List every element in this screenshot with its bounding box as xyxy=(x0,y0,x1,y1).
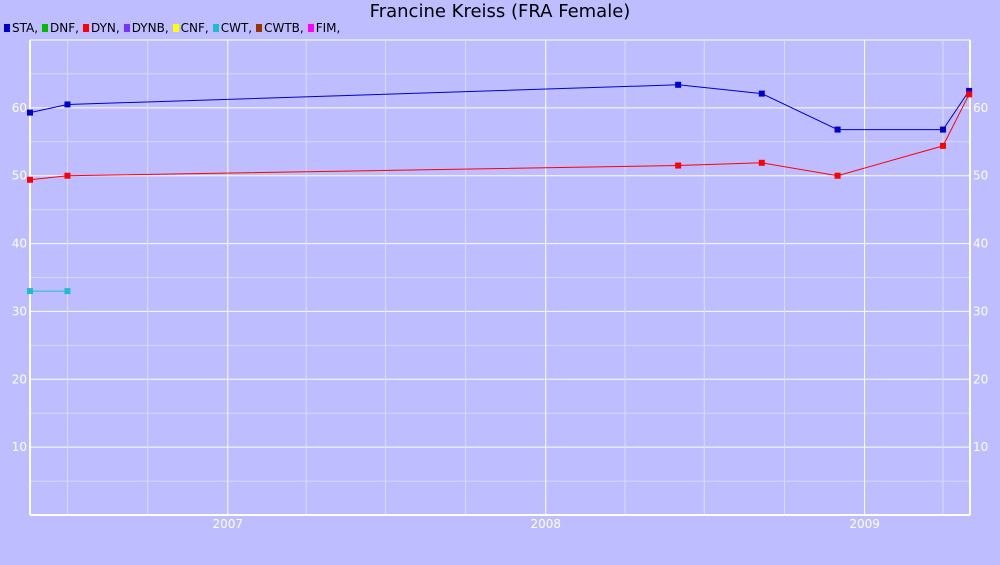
y-tick-label-left: 30 xyxy=(12,304,27,318)
y-tick-label-left: 40 xyxy=(12,237,27,251)
data-point-dyn xyxy=(966,91,973,98)
legend-item: CWT, xyxy=(212,20,253,36)
legend-item: CNF, xyxy=(172,20,209,36)
y-tick-label-left: 10 xyxy=(12,440,27,454)
legend-label: CNF, xyxy=(180,21,209,35)
chart-title: Francine Kreiss (FRA Female) xyxy=(369,1,631,22)
data-point-cwt xyxy=(27,288,33,295)
legend-swatch xyxy=(212,24,219,32)
data-point-dyn xyxy=(64,172,71,179)
legend-swatch xyxy=(82,24,89,32)
data-point-cwt xyxy=(64,288,71,295)
x-tick-label: 2008 xyxy=(530,517,561,531)
y-tick-label-right: 40 xyxy=(973,237,988,251)
data-point-dyn xyxy=(939,142,946,149)
legend-label: CWTB, xyxy=(264,21,304,35)
data-point-dyn xyxy=(834,172,841,179)
legend: STA, DNF, DYN, DYNB, CNF, CWT, CWTB, FIM, xyxy=(4,20,344,36)
legend-item: DYN, xyxy=(82,20,120,36)
x-tick-label: 2009 xyxy=(849,517,880,531)
legend-item: DYNB, xyxy=(123,20,169,36)
data-point-dyn xyxy=(27,176,33,183)
y-tick-label-right: 20 xyxy=(973,372,988,386)
legend-label: STA, xyxy=(12,21,39,35)
y-tick-label-right: 50 xyxy=(973,169,988,183)
data-point-dyn xyxy=(758,159,765,166)
data-point-sta xyxy=(675,81,682,88)
legend-label: CWT, xyxy=(220,21,253,35)
data-point-sta xyxy=(834,126,841,133)
legend-swatch xyxy=(42,24,49,32)
data-point-sta xyxy=(758,90,765,97)
data-point-sta xyxy=(27,109,33,116)
x-tick-label: 2007 xyxy=(212,517,243,531)
legend-swatch xyxy=(123,24,130,32)
legend-swatch xyxy=(172,24,179,32)
series-line-dyn xyxy=(29,94,970,181)
y-tick-label-left: 20 xyxy=(12,372,27,386)
legend-swatch xyxy=(4,24,10,32)
data-point-sta xyxy=(64,101,71,108)
y-tick-label-right: 60 xyxy=(973,101,988,115)
legend-label: DYN, xyxy=(90,21,120,35)
y-tick-label-left: 50 xyxy=(12,169,27,183)
data-point-sta xyxy=(939,126,946,133)
legend-swatch xyxy=(307,24,314,32)
data-point-dyn xyxy=(675,162,682,169)
legend-item: FIM, xyxy=(307,20,341,36)
legend-label: FIM, xyxy=(315,21,341,35)
y-tick-label-right: 30 xyxy=(973,304,988,318)
legend-label: DNF, xyxy=(50,21,79,35)
y-tick-label-left: 60 xyxy=(12,101,27,115)
legend-swatch xyxy=(256,24,263,32)
legend-label: DYNB, xyxy=(131,21,169,35)
series-line-sta xyxy=(29,84,970,131)
legend-item: STA, xyxy=(4,20,38,36)
data-point-sta xyxy=(966,87,973,94)
legend-item: DNF, xyxy=(42,20,79,36)
y-tick-label-right: 10 xyxy=(973,440,988,454)
legend-item: CWTB, xyxy=(256,20,304,36)
